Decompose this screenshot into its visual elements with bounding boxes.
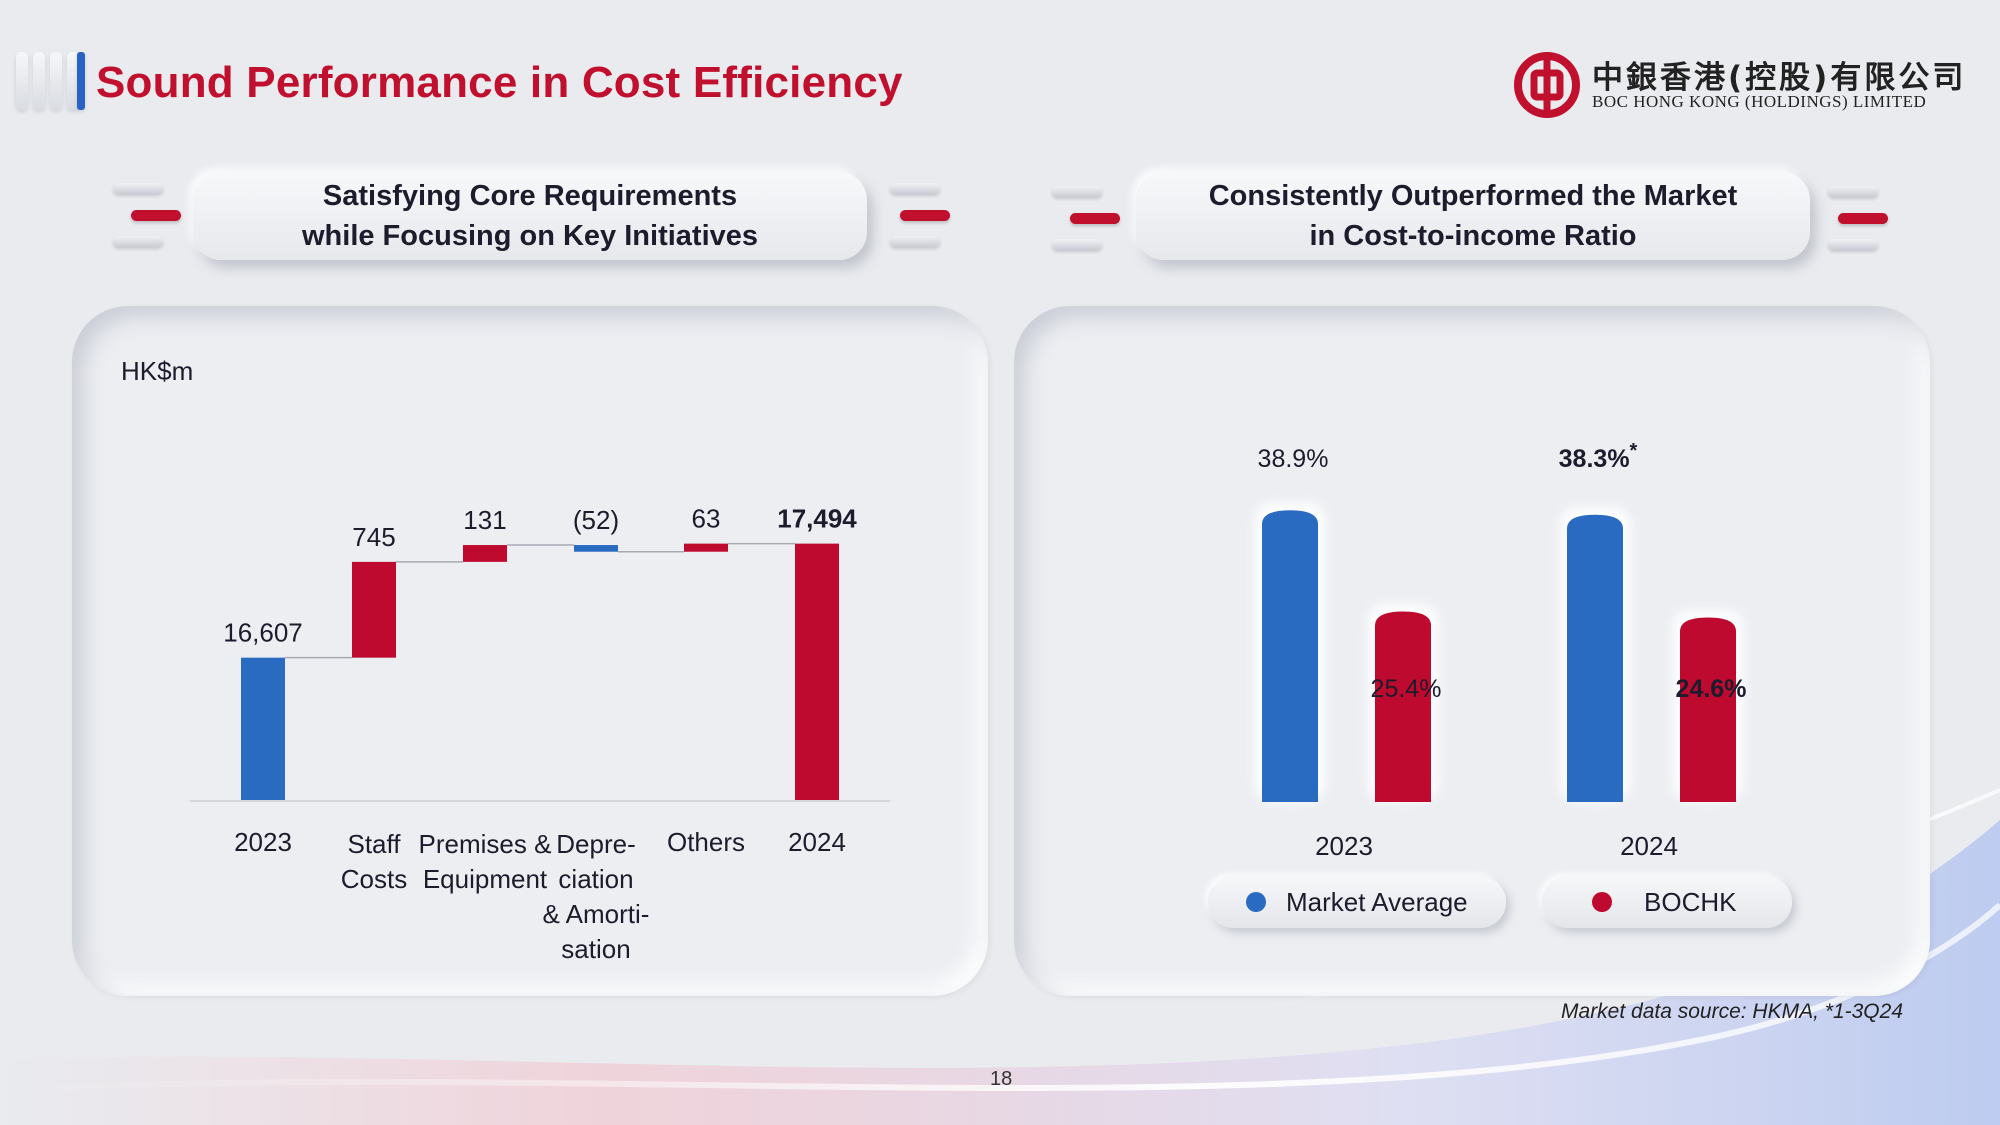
page-number: 18	[990, 1068, 1013, 1090]
waterfall-bar	[463, 545, 507, 562]
waterfall-category-label: Others	[667, 827, 745, 857]
waterfall-data-label: 17,494	[777, 504, 857, 534]
legend-label-bochk: BOCHK	[1644, 886, 1737, 917]
waterfall-data-label: 745	[352, 522, 395, 552]
unit-label: HK$m	[121, 356, 193, 386]
left-header-deco-left	[113, 183, 183, 251]
waterfall-bar	[352, 561, 396, 658]
waterfall-category-label: 2024	[788, 827, 846, 857]
cost-income-bar	[1262, 510, 1318, 802]
waterfall-data-label: (52)	[573, 505, 619, 535]
left-section-header: Satisfying Core Requirements while Focus…	[193, 172, 867, 260]
footnote-marker: *	[1630, 440, 1638, 462]
waterfall-bar	[795, 543, 839, 800]
right-section-header: Consistently Outperformed the Market in …	[1136, 172, 1810, 260]
title-decoration	[16, 52, 88, 110]
cost-income-category-label: 2024	[1620, 831, 1678, 861]
waterfall-data-label: 63	[692, 504, 721, 534]
legend-bochk: BOCHK	[1542, 876, 1792, 928]
waterfall-category-label: 2023	[234, 827, 292, 857]
right-header-line1: Consistently Outperformed the Market	[1208, 180, 1738, 212]
right-header-line2: in Cost-to-income Ratio	[1309, 220, 1637, 252]
boc-logo-icon	[1514, 52, 1580, 118]
waterfall-bar	[574, 545, 618, 552]
left-header-line2: while Focusing on Key Initiatives	[301, 220, 759, 252]
cost-income-data-label: 25.4%	[1371, 675, 1442, 703]
waterfall-category-label: Depre-ciation & Amorti-sation	[543, 829, 650, 964]
waterfall-category-label: Premises & Equipment	[419, 829, 552, 894]
cost-income-data-label: 38.3%*	[1559, 440, 1638, 473]
right-header-deco-right	[1818, 186, 1888, 254]
source-note: Market data source: HKMA, *1-3Q24	[1561, 1000, 1903, 1023]
cost-income-bar	[1375, 611, 1431, 802]
cost-income-data-label: 38.9%	[1258, 445, 1329, 473]
waterfall-bar	[241, 657, 285, 800]
cost-income-bar	[1567, 514, 1623, 802]
logo-english-name: BOC HONG KONG (HOLDINGS) LIMITED	[1592, 92, 1927, 111]
left-header-line1: Satisfying Core Requirements	[322, 180, 738, 212]
left-header-deco-right	[880, 183, 950, 251]
logo-chinese-name: 中銀香港(控股)有限公司	[1592, 60, 1967, 96]
legend-dot-red	[1592, 892, 1612, 912]
legend-market-average: Market Average	[1208, 876, 1506, 928]
waterfall-category-label: Staff Costs	[341, 829, 407, 894]
cost-income-bar	[1680, 617, 1736, 802]
legend-dot-blue	[1246, 892, 1266, 912]
waterfall-data-label: 131	[463, 505, 506, 535]
right-header-deco-left	[1052, 186, 1122, 254]
waterfall-data-label: 16,607	[223, 618, 303, 648]
waterfall-bar	[684, 543, 728, 552]
page-title: Sound Performance in Cost Efficiency	[96, 58, 903, 107]
legend-label-market-average: Market Average	[1286, 886, 1468, 917]
cost-income-data-label: 24.6%	[1676, 675, 1747, 703]
cost-income-category-label: 2023	[1315, 831, 1373, 861]
